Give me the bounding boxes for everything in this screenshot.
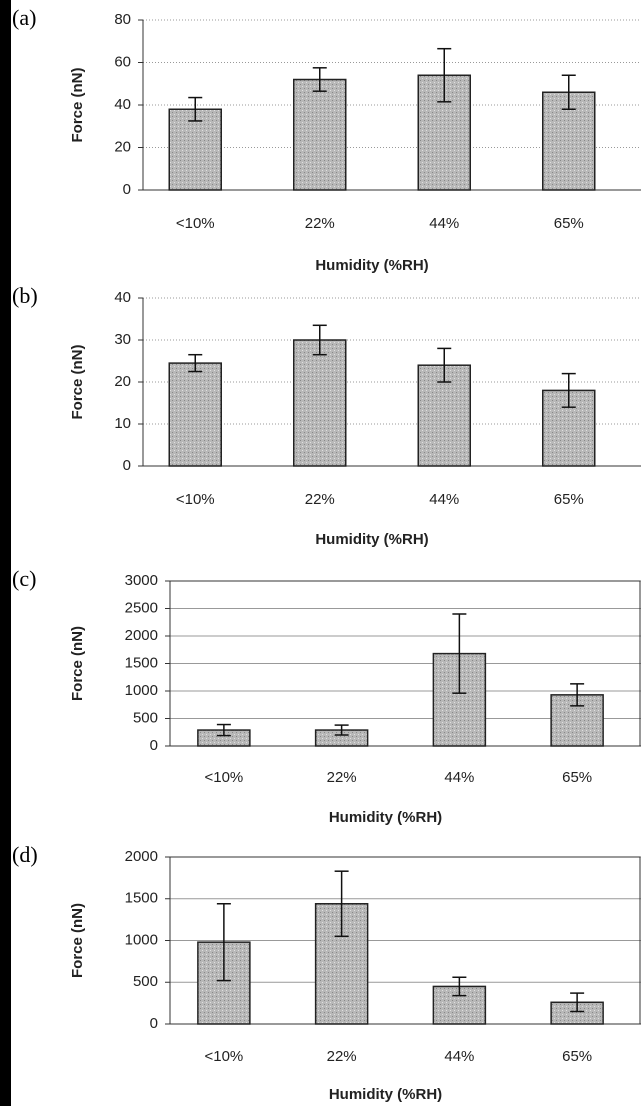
y-tick-label: 500 (133, 973, 158, 990)
bar (168, 362, 222, 467)
y-tick-label: 2500 (125, 599, 158, 616)
plot-frame (169, 580, 641, 747)
y-tick-label: 80 (114, 11, 131, 28)
panel-label: (c) (12, 566, 36, 591)
y-tick-label: 40 (114, 289, 131, 306)
y-tick-label: 0 (150, 1015, 158, 1032)
y-tick-label: 20 (114, 138, 131, 155)
x-tick-label: 22% (327, 769, 357, 786)
y-tick-label: 0 (123, 457, 131, 474)
y-tick-label: 2000 (125, 848, 158, 865)
panel-label: (a) (12, 5, 36, 30)
x-tick-label: <10% (176, 491, 215, 508)
y-axis-title: Force (nN) (69, 67, 86, 142)
y-tick-label: 20 (114, 373, 131, 390)
x-tick-label: 65% (554, 491, 584, 508)
plot-frame (169, 856, 641, 1025)
x-axis-title: Humidity (%RH) (315, 531, 428, 548)
y-tick-label: 3000 (125, 572, 158, 589)
bar (293, 78, 347, 191)
x-tick-label: 44% (444, 1048, 474, 1065)
y-tick-label: 30 (114, 331, 131, 348)
x-tick-label: 22% (305, 491, 335, 508)
x-tick-label: 65% (562, 769, 592, 786)
x-tick-label: 22% (327, 1048, 357, 1065)
x-tick-label: 44% (444, 769, 474, 786)
y-tick-label: 2000 (125, 627, 158, 644)
bar (293, 339, 347, 467)
y-tick-label: 500 (133, 709, 158, 726)
y-axis-title: Force (nN) (69, 626, 86, 701)
y-tick-label: 1000 (125, 682, 158, 699)
x-axis-title: Humidity (%RH) (329, 1086, 442, 1103)
bar (168, 108, 222, 191)
y-tick-label: 40 (114, 96, 131, 113)
panel-label: (b) (12, 283, 38, 308)
x-tick-label: <10% (204, 1048, 243, 1065)
panel-label: (d) (12, 842, 38, 867)
y-tick-label: 10 (114, 415, 131, 432)
x-tick-label: <10% (176, 215, 215, 232)
y-axis-title: Force (nN) (69, 903, 86, 978)
x-tick-label: 65% (562, 1048, 592, 1065)
y-tick-label: 60 (114, 53, 131, 70)
x-axis-title: Humidity (%RH) (315, 257, 428, 274)
y-tick-label: 1500 (125, 654, 158, 671)
y-axis-title: Force (nN) (69, 344, 86, 419)
y-tick-label: 1500 (125, 890, 158, 907)
bar (432, 652, 487, 747)
left-edge (0, 0, 11, 1106)
y-tick-label: 1000 (125, 931, 158, 948)
y-tick-label: 0 (150, 737, 158, 754)
x-tick-label: 65% (554, 215, 584, 232)
x-tick-label: <10% (204, 769, 243, 786)
x-tick-label: 44% (429, 215, 459, 232)
x-axis-title: Humidity (%RH) (329, 809, 442, 826)
y-tick-label: 0 (123, 181, 131, 198)
x-tick-label: 44% (429, 491, 459, 508)
x-tick-label: 22% (305, 215, 335, 232)
